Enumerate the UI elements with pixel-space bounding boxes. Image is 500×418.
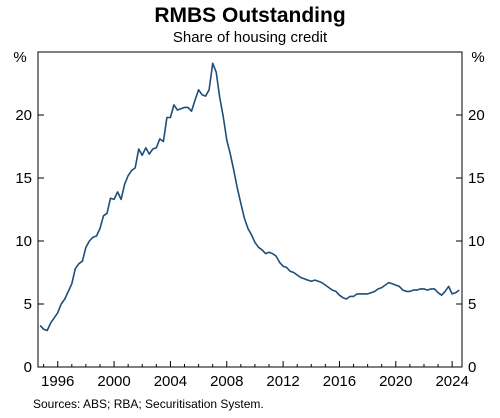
y-tick-label-left: 0 — [24, 359, 32, 376]
y-tick-label-right: 15 — [468, 170, 485, 187]
x-tick-label: 2004 — [154, 373, 187, 390]
series-line — [39, 62, 460, 332]
y-tick-label-right: 20 — [468, 107, 485, 124]
y-tick-label-left: 20 — [15, 107, 32, 124]
x-tick-label: 2000 — [97, 373, 130, 390]
x-tick-label: 2020 — [379, 373, 412, 390]
y-tick-label-right: 0 — [468, 359, 476, 376]
y-tick-label-right: 5 — [468, 296, 476, 313]
plot-frame — [37, 51, 463, 368]
y-axis-unit-right: % — [471, 49, 484, 66]
x-tick-label: 1996 — [41, 373, 74, 390]
y-tick-label-left: 5 — [24, 296, 32, 313]
chart-title: RMBS Outstanding — [154, 4, 346, 27]
chart-subtitle: Share of housing credit — [172, 29, 328, 46]
y-tick-label-right: 10 — [468, 233, 485, 250]
x-tick-label: 2016 — [323, 373, 356, 390]
x-tick-label: 2024 — [435, 373, 468, 390]
y-tick-label-left: 10 — [15, 233, 32, 250]
x-tick-label: 2012 — [266, 373, 299, 390]
source-note: Sources: ABS; RBA; Securitisation System… — [33, 397, 264, 411]
x-tick-label: 2008 — [210, 373, 243, 390]
y-tick-label-left: 15 — [15, 170, 32, 187]
y-axis-unit-left: % — [13, 49, 26, 66]
